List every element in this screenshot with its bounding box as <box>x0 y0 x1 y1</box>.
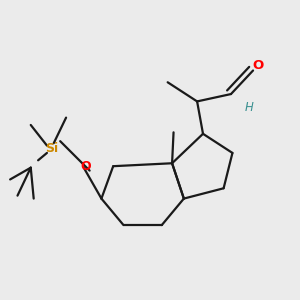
Text: O: O <box>80 160 91 173</box>
Text: O: O <box>253 59 264 72</box>
Text: H: H <box>244 101 253 114</box>
Text: Si: Si <box>45 142 58 155</box>
